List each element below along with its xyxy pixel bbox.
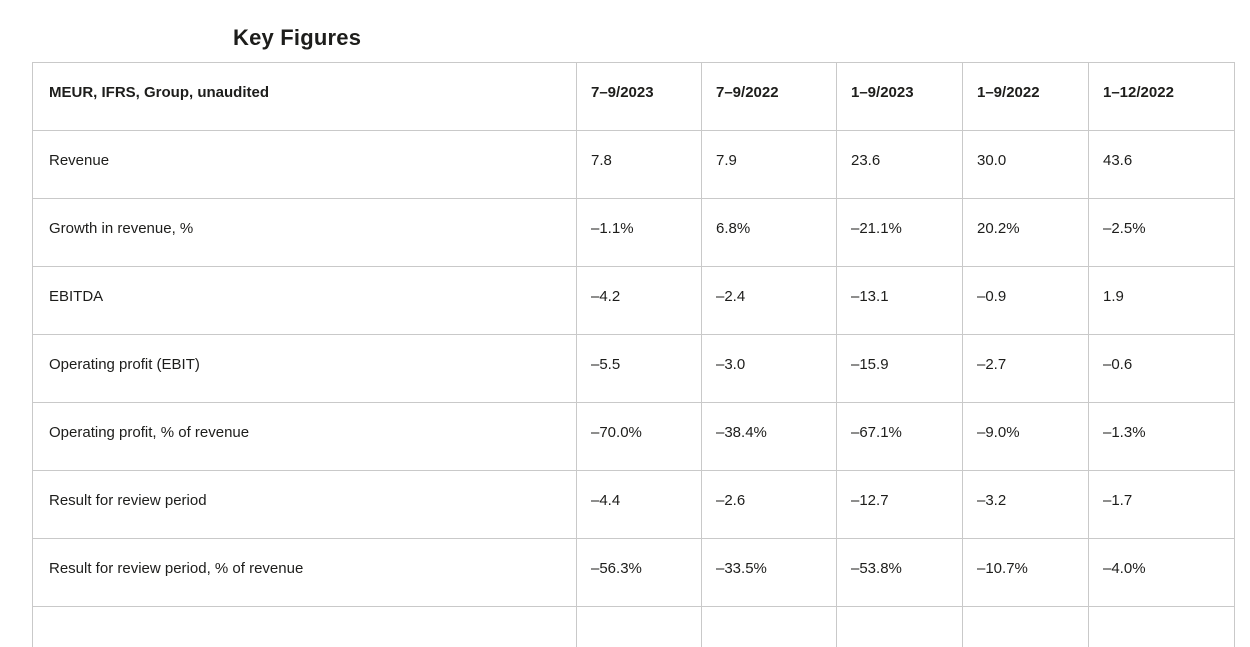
row-value bbox=[1088, 606, 1235, 647]
row-value: –13.1 bbox=[836, 266, 963, 335]
table-row-partial bbox=[32, 606, 1235, 647]
row-label bbox=[32, 606, 577, 647]
table-row: EBITDA –4.2 –2.4 –13.1 –0.9 1.9 bbox=[32, 266, 1235, 335]
row-label: Revenue bbox=[32, 130, 577, 199]
row-value bbox=[962, 606, 1089, 647]
table-row: Result for review period, % of revenue –5… bbox=[32, 538, 1235, 607]
row-value: 20.2% bbox=[962, 198, 1089, 267]
key-figures-table: MEUR, IFRS, Group, unaudited 7–9/2023 7–… bbox=[32, 62, 1235, 647]
row-value: –1.3% bbox=[1088, 402, 1235, 471]
row-value bbox=[701, 606, 837, 647]
row-value: –53.8% bbox=[836, 538, 963, 607]
row-value: –0.9 bbox=[962, 266, 1089, 335]
row-value: –4.2 bbox=[576, 266, 702, 335]
row-value: 7.9 bbox=[701, 130, 837, 199]
table-header: MEUR, IFRS, Group, unaudited 7–9/2023 7–… bbox=[32, 62, 1235, 131]
row-value: –70.0% bbox=[576, 402, 702, 471]
row-value: –3.2 bbox=[962, 470, 1089, 539]
row-value: –10.7% bbox=[962, 538, 1089, 607]
row-value: –1.7 bbox=[1088, 470, 1235, 539]
row-value: 1.9 bbox=[1088, 266, 1235, 335]
row-value: 43.6 bbox=[1088, 130, 1235, 199]
table-header-row: MEUR, IFRS, Group, unaudited 7–9/2023 7–… bbox=[32, 62, 1235, 131]
table-row: Revenue 7.8 7.9 23.6 30.0 43.6 bbox=[32, 130, 1235, 199]
row-label: Operating profit, % of revenue bbox=[32, 402, 577, 471]
table-body-overflow bbox=[32, 606, 1235, 647]
row-value: 23.6 bbox=[836, 130, 963, 199]
row-value: 30.0 bbox=[962, 130, 1089, 199]
row-value: –5.5 bbox=[576, 334, 702, 403]
column-header: 1–9/2022 bbox=[962, 62, 1089, 131]
row-label: EBITDA bbox=[32, 266, 577, 335]
table-row: Operating profit, % of revenue –70.0% –38.… bbox=[32, 402, 1235, 471]
row-value: –33.5% bbox=[701, 538, 837, 607]
row-value: –4.4 bbox=[576, 470, 702, 539]
row-label: Result for review period, % of revenue bbox=[32, 538, 577, 607]
row-value: –2.5% bbox=[1088, 198, 1235, 267]
row-label: Result for review period bbox=[32, 470, 577, 539]
row-value: –0.6 bbox=[1088, 334, 1235, 403]
row-value: –15.9 bbox=[836, 334, 963, 403]
row-value: –21.1% bbox=[836, 198, 963, 267]
page-title: Key Figures bbox=[233, 25, 362, 50]
row-label: Operating profit (EBIT) bbox=[32, 334, 577, 403]
row-value: –56.3% bbox=[576, 538, 702, 607]
row-value bbox=[576, 606, 702, 647]
row-value: –2.4 bbox=[701, 266, 837, 335]
row-value: –9.0% bbox=[962, 402, 1089, 471]
row-value: –2.6 bbox=[701, 470, 837, 539]
table-row: Operating profit (EBIT) –5.5 –3.0 –15.9 –2.7… bbox=[32, 334, 1235, 403]
column-header: 7–9/2022 bbox=[701, 62, 837, 131]
row-value: –4.0% bbox=[1088, 538, 1235, 607]
column-header: 1–9/2023 bbox=[836, 62, 963, 131]
row-value: –3.0 bbox=[701, 334, 837, 403]
row-label: Growth in revenue, % bbox=[32, 198, 577, 267]
column-header: 7–9/2023 bbox=[576, 62, 702, 131]
row-value: –38.4% bbox=[701, 402, 837, 471]
row-value: –1.1% bbox=[576, 198, 702, 267]
row-value: 6.8% bbox=[701, 198, 837, 267]
row-value: –2.7 bbox=[962, 334, 1089, 403]
table-row: Growth in revenue, % –1.1% 6.8% –21.1% 20.2%… bbox=[32, 198, 1235, 267]
table-body: Revenue 7.8 7.9 23.6 30.0 43.6 Growth in reven… bbox=[32, 130, 1235, 607]
table-row: Result for review period –4.4 –2.6 –12.7 –3.… bbox=[32, 470, 1235, 539]
row-value bbox=[836, 606, 963, 647]
row-value: 7.8 bbox=[576, 130, 702, 199]
column-header: 1–12/2022 bbox=[1088, 62, 1235, 131]
row-value: –67.1% bbox=[836, 402, 963, 471]
row-value: –12.7 bbox=[836, 470, 963, 539]
table-header-label: MEUR, IFRS, Group, unaudited bbox=[32, 62, 577, 131]
